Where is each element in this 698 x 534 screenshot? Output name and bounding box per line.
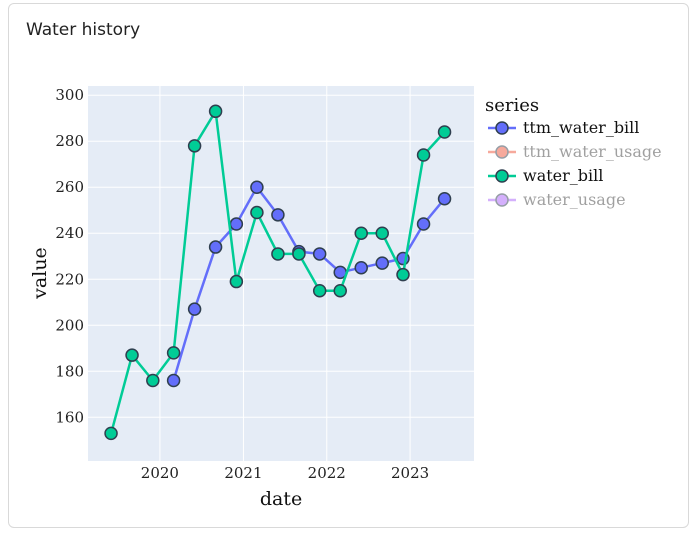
- data-point-water_bill[interactable]: [333, 284, 347, 298]
- data-point-ttm_water_bill[interactable]: [416, 217, 431, 231]
- data-point-ttm_water_bill[interactable]: [166, 373, 181, 388]
- data-point-water_bill[interactable]: [271, 247, 285, 261]
- legend-title: series: [485, 95, 539, 116]
- data-point-ttm_water_bill[interactable]: [375, 256, 389, 270]
- legend-label: ttm_water_usage: [523, 142, 662, 161]
- y-tick-label: 260: [55, 178, 84, 196]
- data-point-ttm_water_bill[interactable]: [437, 191, 452, 206]
- chart-title: Water history: [26, 20, 141, 40]
- data-point-water_bill[interactable]: [437, 125, 452, 139]
- y-tick-label: 240: [55, 224, 84, 242]
- x-tick-label: 2022: [308, 464, 346, 482]
- legend: series ttm_water_bill ttm_water_usagewate…: [485, 95, 662, 209]
- x-tick-label: 2020: [141, 464, 179, 482]
- data-point-water_bill[interactable]: [208, 104, 223, 119]
- data-point-water_bill[interactable]: [187, 139, 202, 153]
- legend-label: water_usage: [523, 190, 626, 209]
- data-point-ttm_water_bill[interactable]: [229, 217, 244, 231]
- data-point-water_bill[interactable]: [375, 226, 389, 240]
- y-tick-label: 200: [55, 316, 84, 334]
- legend-label: ttm_water_bill: [523, 118, 639, 137]
- plot-area: [88, 86, 474, 461]
- data-point-ttm_water_bill[interactable]: [208, 240, 223, 254]
- y-tick-label: 300: [55, 86, 84, 104]
- data-point-water_bill[interactable]: [396, 267, 410, 282]
- y-tick-label: 160: [55, 408, 84, 426]
- x-tick-label: 2023: [391, 464, 429, 482]
- legend-item-ttm_water_usage[interactable]: ttm_water_usage: [488, 142, 662, 161]
- legend-item-water_bill[interactable]: water_bill: [488, 166, 603, 185]
- legend-swatch-marker: [495, 145, 509, 159]
- legend-item-water_usage[interactable]: water_usage: [488, 190, 626, 209]
- data-point-water_bill[interactable]: [354, 226, 368, 240]
- y-axis-title: value: [29, 247, 51, 300]
- data-point-water_bill[interactable]: [312, 284, 327, 298]
- data-point-water_bill[interactable]: [416, 148, 431, 162]
- data-point-ttm_water_bill[interactable]: [271, 208, 285, 222]
- legend-swatch-marker: [495, 193, 509, 207]
- x-axis-title: date: [260, 488, 302, 510]
- data-point-water_bill[interactable]: [104, 426, 118, 441]
- data-point-water_bill[interactable]: [125, 348, 139, 362]
- data-point-ttm_water_bill[interactable]: [354, 260, 368, 275]
- data-point-water_bill[interactable]: [229, 274, 244, 289]
- y-tick-label: 180: [55, 362, 84, 380]
- data-point-water_bill[interactable]: [250, 205, 264, 220]
- legend-item-ttm_water_bill[interactable]: ttm_water_bill: [488, 118, 639, 137]
- y-tick-label: 220: [55, 270, 84, 288]
- data-point-ttm_water_bill[interactable]: [312, 247, 327, 261]
- x-tick-label: 2021: [224, 464, 262, 482]
- data-point-ttm_water_bill[interactable]: [250, 180, 264, 194]
- data-point-water_bill[interactable]: [146, 373, 160, 388]
- data-point-water_bill[interactable]: [292, 247, 306, 261]
- legend-label: water_bill: [523, 166, 603, 185]
- data-point-water_bill[interactable]: [166, 346, 181, 360]
- legend-swatch-marker: [495, 169, 509, 183]
- series-water_bill: [104, 104, 452, 441]
- data-point-ttm_water_bill[interactable]: [187, 302, 202, 316]
- y-tick-label: 280: [55, 132, 84, 150]
- legend-swatch-marker: [495, 121, 509, 135]
